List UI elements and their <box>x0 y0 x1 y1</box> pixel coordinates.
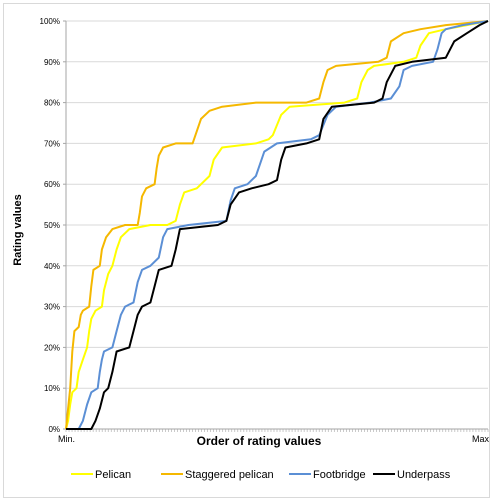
y-tick-label: 10% <box>44 384 60 393</box>
legend-label: Staggered pelican <box>185 469 274 481</box>
chart-container: 0% 10% 20% 30% 40% 50% 60% 70% 80% 90% 100% Min. Ma… <box>3 3 490 498</box>
legend-label: Footbridge <box>313 469 366 481</box>
legend: Pelican Staggered pelican Footbridge Underp… <box>71 469 451 481</box>
y-tick-label: 60% <box>44 180 60 189</box>
legend-label: Underpass <box>397 469 451 481</box>
y-tick-label: 100% <box>40 17 60 26</box>
y-tick-label: 70% <box>44 139 60 148</box>
y-axis-title: Rating values <box>12 194 24 266</box>
axes <box>63 20 489 432</box>
series-lines <box>65 20 489 430</box>
series-line-underpass <box>66 20 489 430</box>
x-tick-label-min: Min. <box>58 434 75 444</box>
x-axis-title: Order of rating values <box>197 434 322 448</box>
legend-label: Pelican <box>95 469 131 481</box>
x-tick-label-max: Max <box>472 434 490 444</box>
y-tick-labels: 0% 10% 20% 30% 40% 50% 60% 70% 80% 90% 100% <box>40 17 60 434</box>
y-tick-label: 80% <box>44 99 60 108</box>
y-tick-label: 40% <box>44 262 60 271</box>
series-line-staggered-pelican <box>65 20 489 430</box>
line-chart: 0% 10% 20% 30% 40% 50% 60% 70% 80% 90% 100% Min. Ma… <box>12 17 489 481</box>
y-tick-label: 20% <box>44 343 60 352</box>
x-tick-labels: Min. Max <box>58 434 489 444</box>
y-tick-label: 30% <box>44 303 60 312</box>
y-tick-label: 50% <box>44 221 60 230</box>
series-line-pelican <box>65 20 489 430</box>
y-tick-label: 90% <box>44 58 60 67</box>
gridlines <box>66 20 488 389</box>
y-tick-label: 0% <box>48 425 60 434</box>
